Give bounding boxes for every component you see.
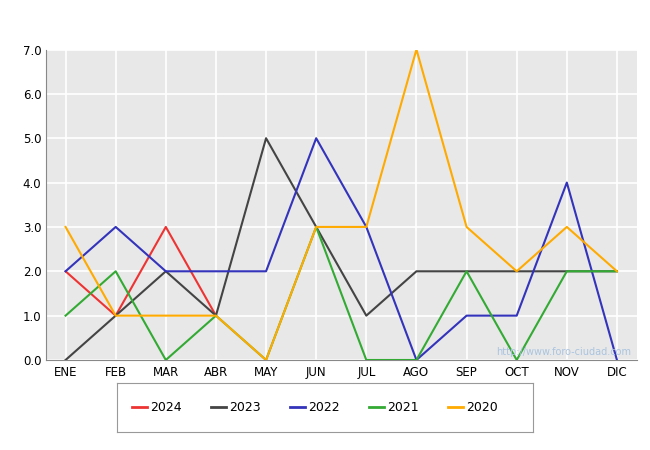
- 2020: [413, 47, 421, 52]
- 2020: [312, 224, 320, 230]
- 2023: [212, 313, 220, 318]
- 2022: [513, 313, 521, 318]
- Line: 2021: 2021: [66, 227, 617, 360]
- Line: 2024: 2024: [66, 227, 216, 315]
- 2022: [563, 180, 571, 185]
- 2020: [212, 313, 220, 318]
- 2020: [62, 224, 70, 230]
- 2021: [513, 357, 521, 363]
- Text: http://www.foro-ciudad.com: http://www.foro-ciudad.com: [496, 347, 631, 357]
- Text: 2023: 2023: [229, 401, 261, 414]
- 2022: [262, 269, 270, 274]
- 2023: [112, 313, 120, 318]
- 2023: [62, 357, 70, 363]
- Line: 2020: 2020: [66, 50, 617, 360]
- 2021: [413, 357, 421, 363]
- 2024: [162, 224, 170, 230]
- 2020: [262, 357, 270, 363]
- 2021: [613, 269, 621, 274]
- 2023: [563, 269, 571, 274]
- 2021: [162, 357, 170, 363]
- 2022: [112, 224, 120, 230]
- 2020: [613, 269, 621, 274]
- 2022: [312, 135, 320, 141]
- 2021: [312, 224, 320, 230]
- 2021: [212, 313, 220, 318]
- 2021: [563, 269, 571, 274]
- 2021: [62, 313, 70, 318]
- 2023: [312, 224, 320, 230]
- 2022: [613, 357, 621, 363]
- 2022: [363, 224, 370, 230]
- 2021: [463, 269, 471, 274]
- 2022: [62, 269, 70, 274]
- Text: 2021: 2021: [387, 401, 419, 414]
- 2022: [413, 357, 421, 363]
- Text: 2024: 2024: [150, 401, 182, 414]
- 2021: [112, 269, 120, 274]
- 2023: [262, 135, 270, 141]
- 2020: [162, 313, 170, 318]
- 2022: [212, 269, 220, 274]
- 2024: [112, 313, 120, 318]
- 2024: [62, 269, 70, 274]
- 2022: [162, 269, 170, 274]
- 2023: [613, 269, 621, 274]
- 2022: [463, 313, 471, 318]
- 2023: [513, 269, 521, 274]
- 2020: [463, 224, 471, 230]
- Text: 2022: 2022: [308, 401, 340, 414]
- 2020: [563, 224, 571, 230]
- Text: 2020: 2020: [467, 401, 499, 414]
- 2024: [212, 313, 220, 318]
- 2020: [363, 224, 370, 230]
- 2021: [363, 357, 370, 363]
- 2023: [162, 269, 170, 274]
- Text: Matriculaciones de Vehiculos en Valdeaveruelo: Matriculaciones de Vehiculos en Valdeave…: [136, 13, 514, 28]
- Line: 2023: 2023: [66, 138, 617, 360]
- 2023: [363, 313, 370, 318]
- 2020: [112, 313, 120, 318]
- 2020: [513, 269, 521, 274]
- Line: 2022: 2022: [66, 138, 617, 360]
- 2023: [413, 269, 421, 274]
- 2021: [262, 357, 270, 363]
